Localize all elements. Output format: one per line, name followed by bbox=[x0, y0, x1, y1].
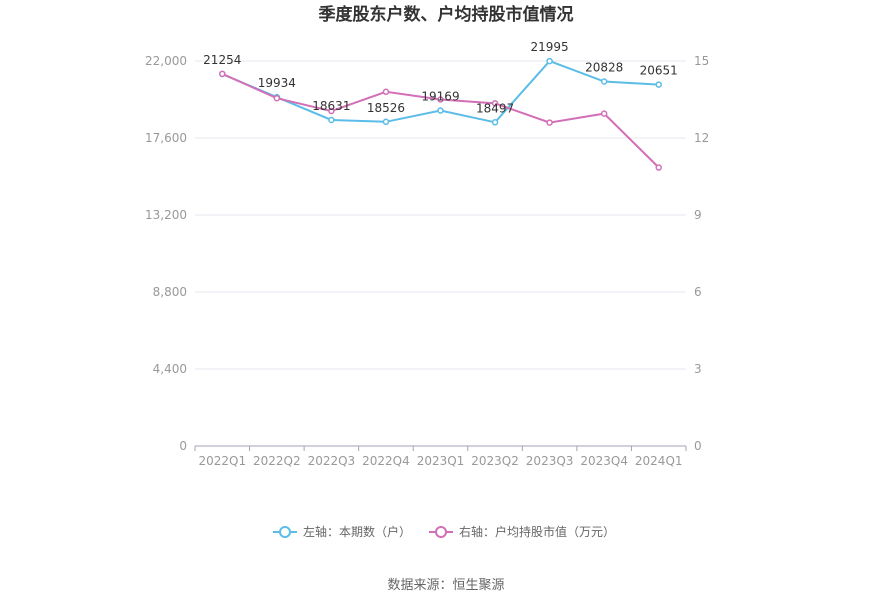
right-tick-label: 12 bbox=[694, 131, 709, 145]
x-tick-label: 2023Q2 bbox=[471, 454, 519, 468]
data-label: 18497 bbox=[476, 101, 514, 115]
data-point bbox=[437, 96, 444, 103]
data-point bbox=[328, 116, 335, 124]
x-tick-label: 2022Q2 bbox=[253, 454, 301, 468]
right-tick-label: 3 bbox=[694, 362, 702, 376]
series bbox=[219, 57, 662, 171]
legend-swatch-marker bbox=[435, 526, 447, 538]
data-point bbox=[328, 107, 335, 115]
data-label: 18631 bbox=[312, 99, 350, 113]
left-tick-label: 13,200 bbox=[145, 208, 187, 222]
x-tick-label: 2024Q1 bbox=[635, 454, 683, 468]
x-tick-label: 2022Q3 bbox=[308, 454, 356, 468]
right-tick-label: 6 bbox=[694, 285, 702, 299]
data-label: 19934 bbox=[258, 76, 296, 90]
grid bbox=[194, 60, 687, 451]
x-tick-label: 2022Q1 bbox=[198, 454, 246, 468]
data-source: 数据来源：恒生聚源 bbox=[387, 578, 504, 593]
left-tick-label: 22,000 bbox=[145, 54, 187, 68]
data-point bbox=[546, 119, 553, 126]
data-point bbox=[491, 100, 499, 107]
right-axis: 0 3 6 9 12 15 bbox=[694, 54, 709, 453]
data-label: 20651 bbox=[640, 64, 678, 78]
right-tick-label: 15 bbox=[694, 54, 709, 68]
legend: 左轴：本期数（户） 右轴：户均持股市值（万元） bbox=[273, 524, 615, 539]
x-tick-label: 2022Q4 bbox=[362, 454, 410, 468]
x-axis: 2022Q1 2022Q2 2022Q3 2022Q4 2023Q1 2023Q2 2023… bbox=[198, 454, 682, 468]
data-point bbox=[382, 88, 390, 96]
data-point bbox=[655, 164, 662, 171]
data-point bbox=[491, 119, 499, 126]
x-tick-label: 2023Q3 bbox=[526, 454, 574, 468]
left-tick-label: 17,600 bbox=[145, 131, 187, 145]
left-axis: 0 4,400 8,800 13,200 17,600 22,000 bbox=[145, 54, 187, 453]
data-label: 21995 bbox=[531, 40, 569, 54]
data-label: 19169 bbox=[421, 90, 459, 104]
data-label: 18526 bbox=[367, 101, 405, 115]
left-tick-label: 0 bbox=[179, 439, 187, 453]
data-point bbox=[546, 57, 553, 65]
data-point bbox=[273, 94, 281, 102]
data-label: 20828 bbox=[585, 61, 623, 75]
data-point bbox=[219, 70, 226, 78]
legend-label: 左轴：本期数（户） bbox=[303, 524, 411, 539]
data-point bbox=[655, 81, 662, 88]
chart-title: 季度股东户数、户均持股市值情况 bbox=[319, 4, 574, 25]
data-labels: 21254 19934 18631 18526 19169 18497 21995 20828… bbox=[203, 40, 678, 115]
right-tick-label: 0 bbox=[694, 439, 702, 453]
legend-swatch-marker bbox=[279, 526, 291, 538]
x-tick-label: 2023Q1 bbox=[417, 454, 465, 468]
data-point bbox=[600, 110, 608, 117]
data-point bbox=[382, 118, 390, 126]
data-point bbox=[437, 107, 444, 114]
legend-label: 右轴：户均持股市值（万元） bbox=[459, 524, 615, 539]
x-tick-label: 2023Q4 bbox=[580, 454, 628, 468]
data-point bbox=[600, 78, 608, 85]
left-tick-label: 4,400 bbox=[153, 362, 187, 376]
left-tick-label: 8,800 bbox=[153, 285, 187, 299]
right-tick-label: 9 bbox=[694, 208, 702, 222]
data-label: 21254 bbox=[203, 53, 241, 67]
